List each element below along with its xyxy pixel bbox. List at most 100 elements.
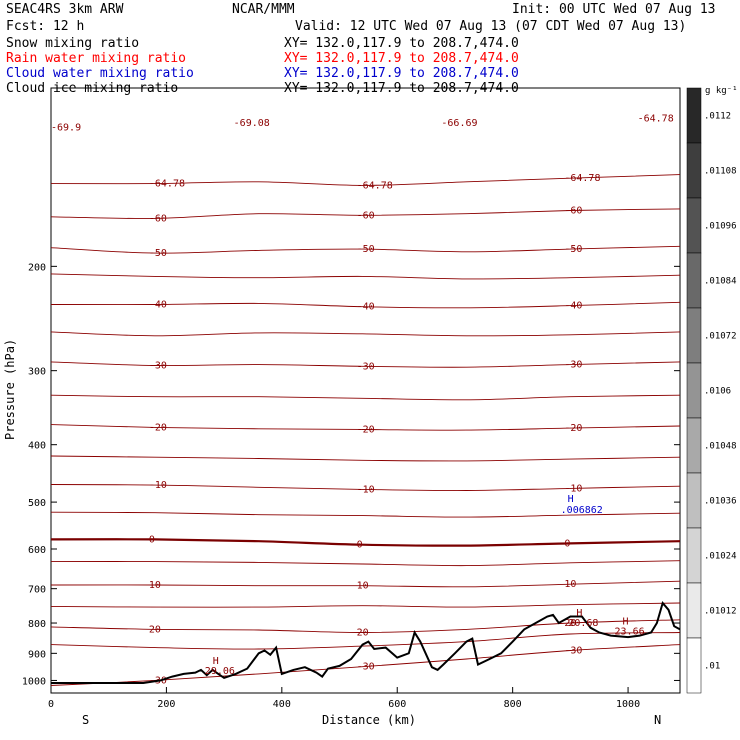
isotherm-label: -50 bbox=[357, 244, 375, 255]
isotherm-label: -10 bbox=[357, 484, 375, 495]
max-marker: H bbox=[576, 608, 582, 619]
colorbar-segment bbox=[686, 472, 702, 529]
isotherm-line bbox=[51, 301, 680, 309]
isotherm-label: -30 bbox=[564, 360, 582, 371]
max-value-label: 23.66 bbox=[615, 626, 645, 637]
y-axis-label: Pressure (hPa) bbox=[3, 339, 17, 440]
isotherm-line bbox=[51, 331, 680, 337]
colorbar-segment bbox=[686, 142, 702, 199]
isotherm-line bbox=[51, 424, 680, 431]
y-tick-label: 200 bbox=[28, 262, 46, 273]
y-tick-label: 300 bbox=[28, 367, 46, 378]
isotherm-line bbox=[51, 455, 680, 462]
colorbar-label: .01036 bbox=[704, 497, 737, 507]
y-tick-label: 700 bbox=[28, 585, 46, 596]
x-tick-label: 600 bbox=[388, 699, 406, 710]
terrain-line bbox=[51, 600, 680, 684]
isotherm-label: 0 bbox=[357, 540, 363, 551]
y-tick-label: 900 bbox=[28, 649, 46, 660]
isotherm-label: -10 bbox=[149, 480, 167, 491]
isotherm-label: -30 bbox=[149, 360, 167, 371]
colorbar: .0112 .01108 .01096 .01084 .01072 .0106 .01048… bbox=[686, 87, 737, 694]
isotherm-label: -50 bbox=[564, 244, 582, 255]
x-tick-label: 200 bbox=[157, 699, 175, 710]
south-end-label: S bbox=[82, 713, 89, 727]
x-axis-label: Distance (km) bbox=[322, 713, 416, 727]
isotherm-label: -20 bbox=[149, 422, 167, 433]
isotherm-label: -30 bbox=[357, 361, 375, 372]
temperature-contours: -64.78 -64.78 -64.78 -60 -60 -60 -50 -50 -50 -40 -… bbox=[51, 173, 680, 686]
colorbar-label: .01108 bbox=[704, 167, 737, 177]
isotherm-label: -30 bbox=[564, 645, 582, 656]
isotherm-label: 0 bbox=[564, 538, 570, 549]
colorbar-label: .0106 bbox=[704, 387, 731, 397]
colorbar-segment bbox=[686, 362, 702, 419]
plot-frame bbox=[50, 87, 681, 694]
colorbar-label: .01 bbox=[704, 662, 720, 672]
terrain-profile bbox=[51, 600, 680, 684]
isotherm-line bbox=[51, 602, 680, 608]
isotherm-line bbox=[51, 174, 680, 186]
colorbar-segment bbox=[686, 252, 702, 309]
colorbar-unit: g kg⁻¹ bbox=[705, 86, 738, 96]
max-value-label: 20.68 bbox=[568, 618, 598, 629]
isotherm-label: -30 bbox=[357, 662, 375, 673]
max-value-label: -66.69 bbox=[441, 118, 477, 129]
field-xy: XY= 132.0,117.9 to 208.7,474.0 bbox=[284, 51, 519, 66]
max-value-label: -69.9 bbox=[51, 123, 81, 134]
colorbar-label: .01012 bbox=[704, 607, 737, 617]
field-legend: Snow mixing ratio XY= 132.0,117.9 to 208.… bbox=[6, 36, 519, 96]
cloud-water-max-value: .006862 bbox=[561, 505, 603, 516]
x-axis: 0 200 400 600 800 1000 bbox=[48, 687, 640, 710]
isotherm-line bbox=[51, 208, 680, 219]
y-tick-label: 1000 bbox=[22, 676, 46, 687]
isotherm-line bbox=[51, 484, 680, 491]
model-title: SEAC4RS 3km ARW bbox=[6, 2, 124, 17]
isotherm-label: 10 bbox=[149, 580, 161, 591]
org-label: NCAR/MMM bbox=[232, 2, 295, 17]
isotherm-line bbox=[51, 538, 680, 547]
colorbar-label: .0112 bbox=[704, 112, 731, 122]
isotherm-label: 10 bbox=[564, 579, 576, 590]
isotherm-label: -64.78 bbox=[149, 179, 185, 190]
isotherm-line bbox=[51, 580, 680, 588]
field-name: Cloud water mixing ratio bbox=[6, 66, 194, 81]
colorbar-segment bbox=[686, 637, 702, 694]
field-name: Snow mixing ratio bbox=[6, 36, 139, 51]
colorbar-label: .01096 bbox=[704, 222, 737, 232]
isotherm-label: -10 bbox=[564, 483, 582, 494]
isotherm-label: -40 bbox=[564, 301, 582, 312]
isotherm-label: 20 bbox=[357, 628, 369, 639]
colorbar-segment bbox=[686, 87, 702, 144]
field-xy: XY= 132.0,117.9 to 208.7,474.0 bbox=[284, 36, 519, 51]
isotherm-label: 20 bbox=[564, 618, 576, 629]
colorbar-label: .01024 bbox=[704, 552, 737, 562]
cloud-water-max-marker: H bbox=[568, 494, 574, 505]
field-xy: XY= 132.0,117.9 to 208.7,474.0 bbox=[284, 66, 519, 81]
isotherm-line bbox=[51, 245, 680, 254]
colorbar-label: .01084 bbox=[704, 277, 737, 287]
valid-time: Valid: 12 UTC Wed 07 Aug 13 (07 CDT Wed … bbox=[295, 19, 686, 34]
isotherm-line bbox=[51, 619, 680, 633]
isotherm-label: 0 bbox=[149, 534, 155, 545]
colorbar-label: .01048 bbox=[704, 442, 737, 452]
y-tick-label: 600 bbox=[28, 545, 46, 556]
isotherm-label: 10 bbox=[357, 581, 369, 592]
x-tick-label: 400 bbox=[273, 699, 291, 710]
colorbar-segment bbox=[686, 582, 702, 639]
isotherm-line bbox=[51, 560, 680, 567]
isotherm-label: -20 bbox=[357, 424, 375, 435]
isotherm-label: 20 bbox=[149, 624, 161, 635]
colorbar-segment bbox=[686, 417, 702, 474]
isotherm-line bbox=[51, 511, 680, 518]
colorbar-segment bbox=[686, 527, 702, 584]
x-tick-label: 0 bbox=[48, 699, 54, 710]
isotherm-label: -60 bbox=[357, 210, 375, 221]
isotherm-label: -60 bbox=[564, 206, 582, 217]
max-marker: H bbox=[213, 656, 219, 667]
isotherm-line bbox=[51, 361, 680, 368]
y-tick-label: 400 bbox=[28, 441, 46, 452]
